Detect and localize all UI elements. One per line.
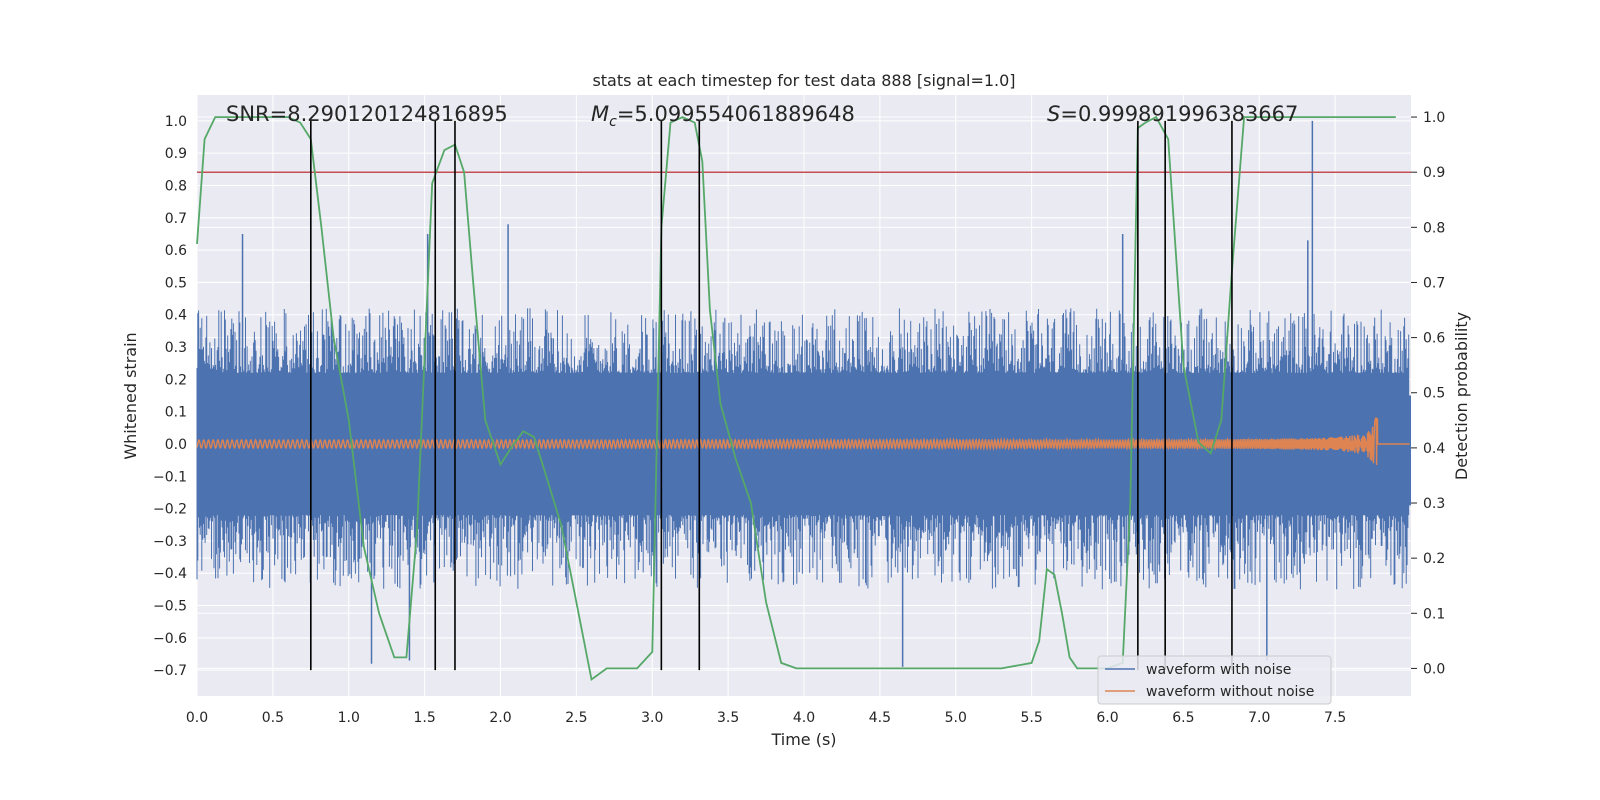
x-tick-label: 2.0 <box>489 710 511 726</box>
y-tick-label: −0.5 <box>153 599 187 615</box>
y-tick-label: 0.0 <box>165 437 187 453</box>
x-tick-label: 0.0 <box>186 710 208 726</box>
s-value: =0.999891996383667 <box>1060 102 1298 126</box>
noise-core-band <box>197 395 1411 506</box>
series-detection-probability <box>196 115 1396 682</box>
y-tick-label: −0.1 <box>153 469 187 485</box>
y-tick-label: −0.7 <box>153 663 187 679</box>
legend: waveform with noise waveform without noi… <box>1097 655 1332 705</box>
y2-tick-label: 0.7 <box>1423 275 1445 291</box>
y-tick-label: 0.8 <box>165 178 187 194</box>
x-tick-label: 6.0 <box>1096 710 1118 726</box>
y-tick-label: −0.4 <box>153 566 187 582</box>
y2-tick-label: 0.1 <box>1423 606 1445 622</box>
x-tick-label: 2.5 <box>565 710 587 726</box>
y-tick-label: 0.1 <box>165 405 187 421</box>
y2-axis-ticks: 1.0 0.9 0.8 0.7 0.6 0.5 0.4 0.3 0.2 0.1 0.0 <box>1411 110 1445 677</box>
x-tick-label: 4.0 <box>793 710 815 726</box>
x-tick-label: 5.0 <box>945 710 967 726</box>
x-tick-label: 3.0 <box>641 710 663 726</box>
y2-tick-label: 0.8 <box>1423 220 1445 236</box>
probability-trace <box>196 115 1396 682</box>
x-tick-label: 3.5 <box>717 710 739 726</box>
x-axis-label: Time (s) <box>770 730 836 749</box>
vertical-markers <box>310 120 1233 671</box>
legend-label-clean: waveform without noise <box>1146 684 1314 700</box>
y-axis-label: Whitened strain <box>121 332 140 459</box>
x-tick-label: 0.5 <box>262 710 284 726</box>
y2-tick-label: 0.6 <box>1423 331 1445 347</box>
x-tick-label: 5.5 <box>1020 710 1042 726</box>
y-tick-label: 0.9 <box>165 146 187 162</box>
chirp-mass-annotation: Mc=5.099554061889648 <box>591 102 855 130</box>
chirp-mass-value: =5.099554061889648 <box>617 102 855 126</box>
series-waveform-without-noise <box>196 417 1410 466</box>
y2-tick-label: 0.5 <box>1423 386 1445 402</box>
s-symbol: S <box>1047 102 1060 126</box>
y2-tick-label: 0.9 <box>1423 165 1445 181</box>
x-tick-label: 7.5 <box>1324 710 1346 726</box>
y2-tick-label: 0.3 <box>1423 496 1445 512</box>
y-tick-label: 0.5 <box>165 275 187 291</box>
clean-trace <box>196 417 1410 466</box>
s-annotation: S=0.999891996383667 <box>1047 102 1298 126</box>
chirp-mass-subscript: c <box>609 114 617 130</box>
x-tick-label: 7.0 <box>1248 710 1270 726</box>
y-tick-label: −0.6 <box>153 631 187 647</box>
y2-tick-label: 0.0 <box>1423 661 1445 677</box>
y2-axis-label: Detection probability <box>1452 312 1471 480</box>
chart-title: stats at each timestep for test data 888… <box>592 71 1015 90</box>
y2-tick-label: 1.0 <box>1423 110 1445 126</box>
y-tick-label: 0.6 <box>165 243 187 259</box>
y-axis-ticks: 1.0 0.9 0.8 0.7 0.6 0.5 0.4 0.3 0.2 0.1 0.0 −0.1 −0.… <box>153 114 187 679</box>
y-tick-label: 0.2 <box>165 372 187 388</box>
x-tick-label: 6.5 <box>1172 710 1194 726</box>
y2-tick-label: 0.4 <box>1423 441 1445 457</box>
snr-annotation: SNR=8.290120124816895 <box>226 102 508 126</box>
x-axis-ticks: 0.0 0.5 1.0 1.5 2.0 2.5 3.0 3.5 4.0 4.5 5.0 5.5 6.0 6… <box>186 710 1346 726</box>
y2-tick-label: 0.2 <box>1423 551 1445 567</box>
x-tick-label: 4.5 <box>869 710 891 726</box>
x-tick-label: 1.5 <box>413 710 435 726</box>
chirp-mass-symbol: M <box>591 102 609 126</box>
y-tick-label: 0.4 <box>165 308 187 324</box>
x-tick-label: 1.0 <box>338 710 360 726</box>
y-tick-label: 1.0 <box>165 114 187 130</box>
y-tick-label: −0.3 <box>153 534 187 550</box>
y-tick-label: −0.2 <box>153 502 187 518</box>
legend-box <box>1097 655 1332 705</box>
y-tick-label: 0.7 <box>165 211 187 227</box>
legend-label-noise: waveform with noise <box>1146 662 1291 678</box>
y-tick-label: 0.3 <box>165 340 187 356</box>
